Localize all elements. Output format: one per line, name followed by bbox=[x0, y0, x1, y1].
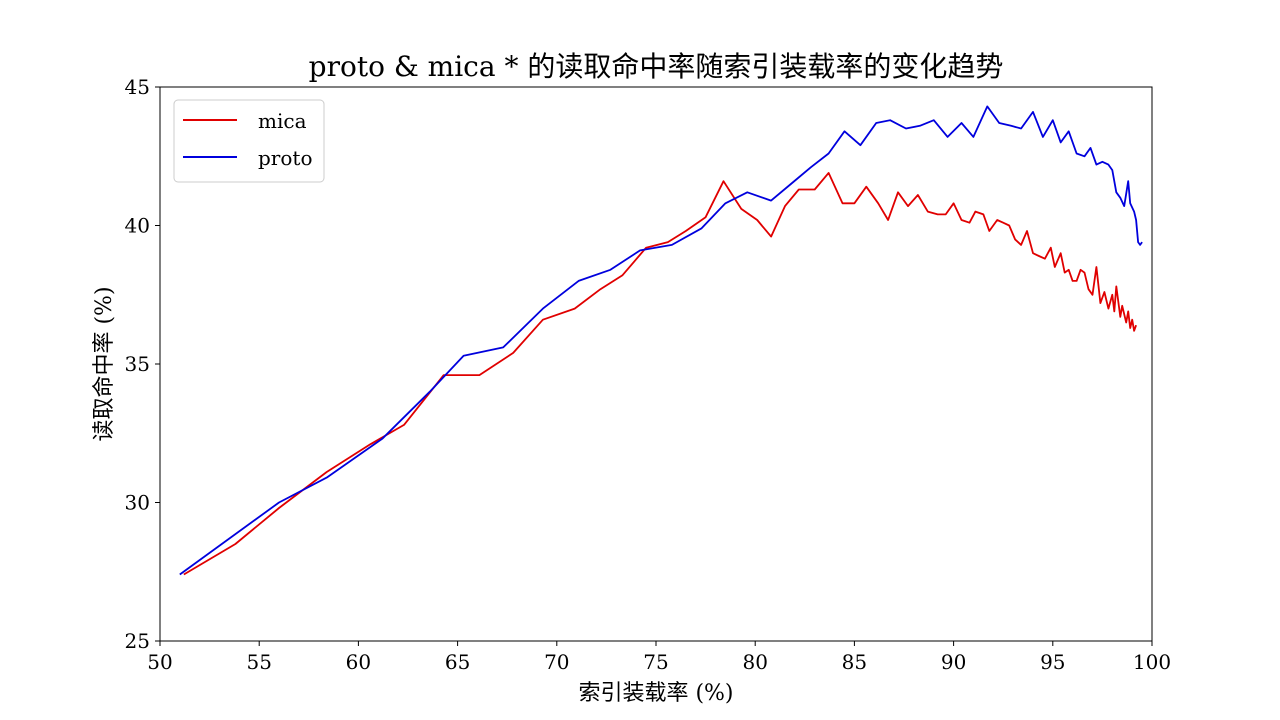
series-line-proto bbox=[179, 105, 1143, 576]
y-axis: 25 30 35 40 45 bbox=[125, 75, 160, 653]
series-line-mica bbox=[183, 171, 1137, 576]
x-tick-label: 55 bbox=[246, 650, 271, 674]
chart-title: proto & mica * 的读取命中率随索引装载率的变化趋势 bbox=[309, 50, 1004, 83]
x-tick-label: 75 bbox=[643, 650, 668, 674]
x-tick-label: 70 bbox=[544, 650, 569, 674]
x-tick-label: 95 bbox=[1040, 650, 1065, 674]
legend-label-proto: proto bbox=[258, 146, 312, 170]
legend: mica proto bbox=[173, 99, 325, 183]
y-tick-label: 45 bbox=[125, 75, 150, 99]
x-tick-label: 50 bbox=[147, 650, 172, 674]
x-tick-label: 85 bbox=[842, 650, 867, 674]
x-tick-label: 80 bbox=[742, 650, 767, 674]
y-tick-label: 40 bbox=[125, 214, 150, 238]
y-tick-label: 25 bbox=[125, 629, 150, 653]
y-tick-label: 35 bbox=[125, 352, 150, 376]
x-tick-label: 60 bbox=[346, 650, 371, 674]
x-axis-label: 索引装载率 (%) bbox=[578, 681, 733, 706]
x-axis: 50 55 60 65 70 75 80 85 90 95 100 bbox=[147, 641, 1171, 674]
series-layer bbox=[179, 105, 1143, 576]
y-tick-label: 30 bbox=[125, 491, 150, 515]
legend-label-mica: mica bbox=[258, 109, 307, 133]
x-tick-label: 100 bbox=[1133, 650, 1171, 674]
y-axis-label: 读取命中率 (%) bbox=[92, 286, 117, 441]
x-tick-label: 90 bbox=[941, 650, 966, 674]
x-tick-label: 65 bbox=[445, 650, 470, 674]
